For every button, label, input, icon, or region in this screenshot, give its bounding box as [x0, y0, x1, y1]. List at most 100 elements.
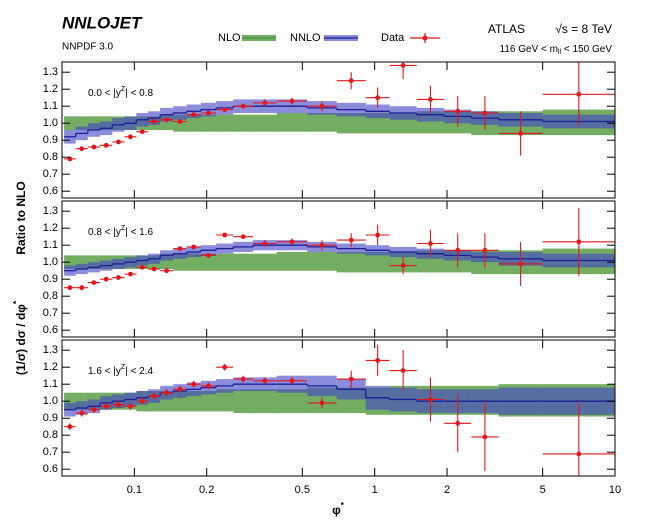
y-tick-label: 1.0	[43, 256, 58, 268]
data-point	[164, 390, 170, 396]
data-point	[262, 241, 268, 246]
nlo-band	[216, 114, 234, 132]
y-tick-label: 0.7	[43, 307, 58, 319]
y-tick-label: 1.1	[43, 239, 58, 251]
data-point	[164, 268, 170, 274]
data-point	[375, 95, 381, 101]
data-point	[191, 381, 197, 387]
nlo-band	[365, 252, 390, 273]
y-axis-label: Ratio to NLO	[14, 181, 28, 254]
nlo-band	[233, 114, 254, 132]
data-point	[191, 112, 197, 118]
panel-label-pre: 0.8 < |y	[88, 227, 121, 238]
panel-label-pre: 1.6 < |y	[88, 366, 121, 377]
data-point	[455, 108, 461, 114]
data-point	[289, 239, 295, 245]
x-tick-label: 5	[540, 484, 546, 496]
data-point	[177, 246, 183, 252]
nlo-band	[200, 114, 217, 132]
data-point	[455, 420, 461, 426]
panel-label-sup: Z	[121, 225, 126, 232]
x-tick-label: 1	[372, 484, 378, 496]
data-point	[482, 434, 488, 440]
nlo-band	[276, 113, 308, 132]
data-point	[67, 424, 73, 430]
y-tick-label: 0.9	[43, 134, 58, 146]
x-axis-label: φ*	[332, 500, 345, 517]
panel	[64, 207, 615, 291]
nlo-band	[216, 253, 234, 271]
panel-label-sup: Z	[121, 86, 126, 93]
mass-range-pre: 116 GeV < m	[500, 44, 558, 55]
data-point	[289, 378, 295, 384]
y-tick-label: 0.6	[43, 324, 58, 336]
data-point	[151, 266, 157, 272]
y-tick-label: 0.8	[43, 429, 58, 441]
y-tick-label: 1.2	[43, 83, 58, 95]
data-point	[576, 91, 582, 97]
data-point	[262, 378, 268, 384]
y-tick-label: 0.6	[43, 185, 58, 197]
panel-frame	[61, 61, 616, 199]
data-point	[482, 247, 488, 253]
data-point	[428, 241, 433, 246]
data-point	[576, 451, 582, 457]
y-tick-label: 1.3	[43, 66, 58, 78]
data-point	[151, 393, 157, 399]
nlo-band	[336, 252, 367, 273]
panel-label-sup: Z	[121, 364, 126, 371]
data-point	[139, 264, 145, 270]
data-point	[67, 285, 73, 291]
nlo-band	[253, 114, 277, 132]
nlo-band	[186, 114, 202, 132]
data-point	[375, 232, 381, 238]
panel-frame	[61, 339, 616, 477]
legend-label: NNLO	[290, 32, 321, 44]
panel	[64, 62, 615, 162]
nlo-band	[336, 113, 367, 134]
data-point	[139, 129, 145, 135]
nlo-band	[186, 253, 202, 271]
data-point	[400, 263, 406, 268]
data-point	[139, 398, 145, 404]
nlo-band	[253, 389, 277, 414]
data-point	[79, 285, 85, 291]
data-point	[319, 103, 325, 109]
nlo-band	[307, 252, 337, 271]
panel-label-pre: 0.0 < |y	[88, 88, 121, 99]
y-tick-label: 1.3	[43, 344, 58, 356]
data-point	[222, 364, 228, 370]
y-tick-label: 1.1	[43, 100, 58, 112]
legend-label: Data	[381, 32, 405, 44]
x-axis-label-pre: φ	[332, 503, 341, 517]
data-point	[400, 368, 406, 373]
y-tick-label: 1.2	[43, 361, 58, 373]
y-tick-label: 0.9	[43, 273, 58, 285]
data-point	[319, 242, 325, 248]
data-point	[375, 358, 381, 363]
x-tick-label: 0.1	[127, 484, 142, 496]
data-point	[348, 78, 354, 84]
panel-label-post: | < 0.8	[125, 88, 153, 99]
mass-range-sub: ll	[558, 49, 562, 56]
nlo-band	[216, 389, 234, 412]
chart-subtitle: NNPDF 3.0	[62, 42, 114, 53]
data-point	[103, 142, 109, 148]
y-tick-label: 1.3	[43, 205, 58, 217]
data-point	[240, 234, 246, 240]
data-point	[222, 232, 228, 238]
data-point	[91, 280, 97, 285]
data-point	[164, 117, 170, 123]
data-point	[222, 107, 228, 112]
legend-label: NLO	[218, 32, 241, 44]
data-point	[455, 247, 461, 253]
y-tick-label: 1.1	[43, 378, 58, 390]
x-tick-label: 2	[444, 484, 450, 496]
data-point	[482, 110, 488, 116]
data-point	[116, 402, 121, 407]
data-point	[348, 376, 354, 382]
data-point	[103, 276, 109, 282]
data-point	[206, 253, 211, 258]
legend-marker	[422, 35, 428, 41]
data-point	[206, 110, 211, 116]
